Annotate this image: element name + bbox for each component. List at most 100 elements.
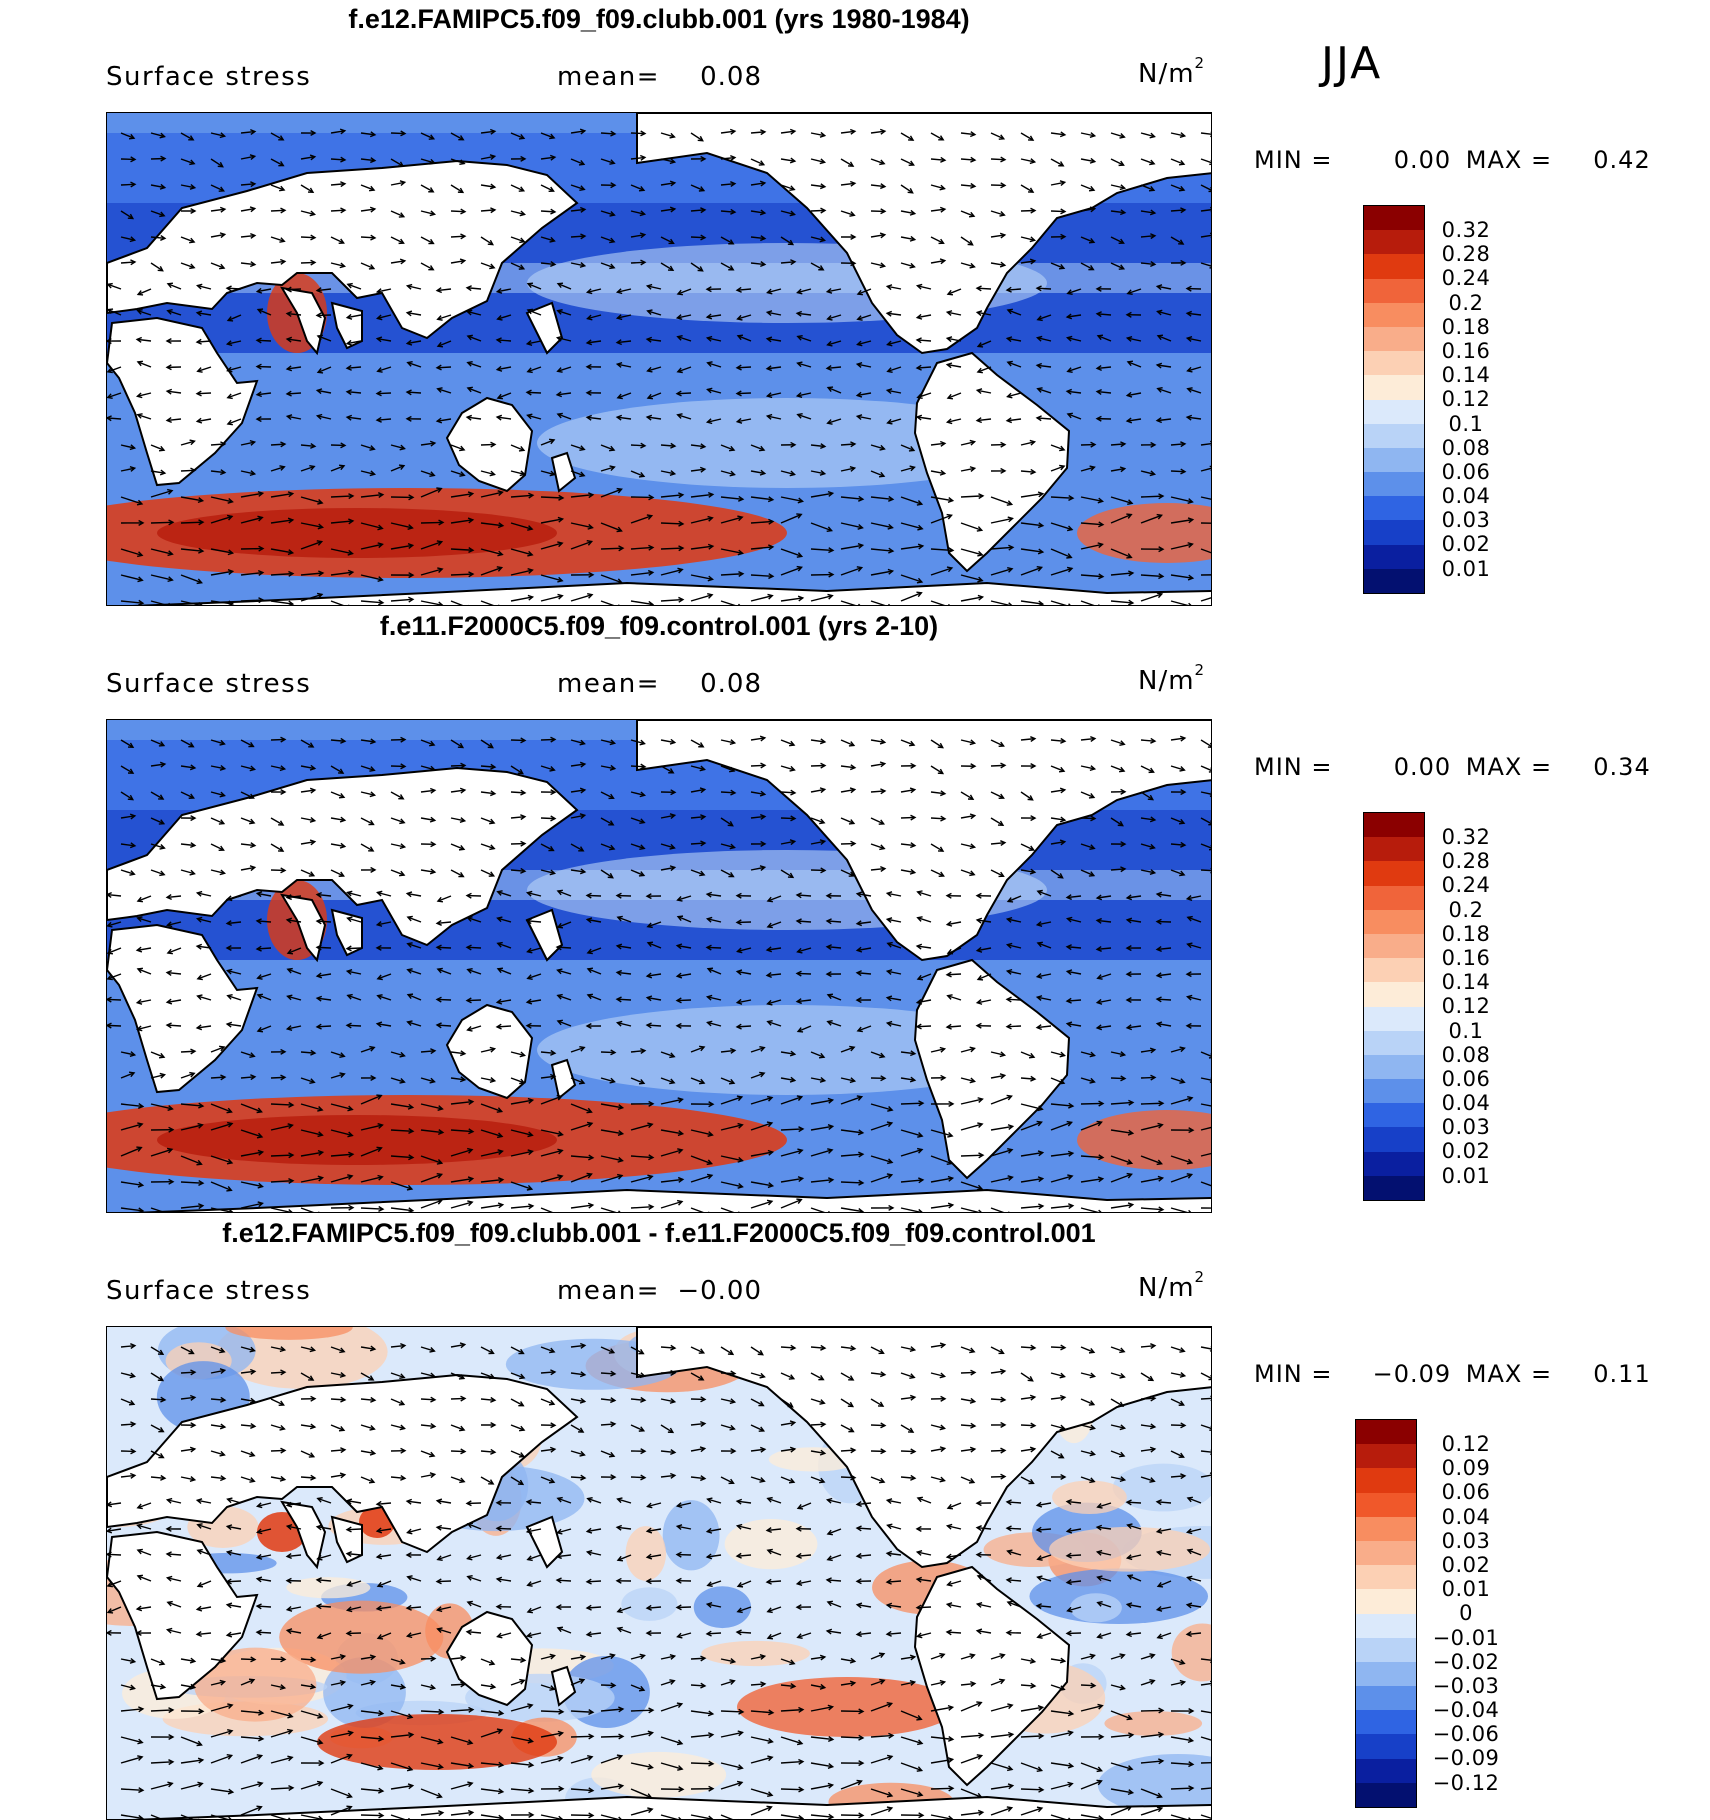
colorbar-label: 0.04 <box>1441 1504 1491 1529</box>
colorbar-swatch <box>1364 861 1424 886</box>
colorbar-labels: 0.32 0.28 0.24 0.2 0.18 0.16 0.14 0.12 0.1 0.08 0.… <box>1431 825 1501 1188</box>
units-label: N/m2 <box>1138 661 1206 696</box>
colorbar-swatch <box>1364 813 1424 838</box>
colorbar-swatch <box>1356 1589 1416 1614</box>
colorbar-label: 0.1 <box>1448 411 1484 436</box>
mean-label: mean= <box>557 669 661 699</box>
colorbar-swatch <box>1364 472 1424 497</box>
colorbar-label: 0.1 <box>1448 1018 1484 1043</box>
min-label: MIN = <box>1254 146 1333 174</box>
colorbar-swatch <box>1356 1516 1416 1541</box>
colorbar-label: 0.32 <box>1441 825 1491 849</box>
colorbar-label: 0.18 <box>1441 314 1491 339</box>
min-max-readout: MIN = 0.00 MAX = 0.42 <box>1254 146 1651 174</box>
colorbar-label: 0.24 <box>1441 266 1491 291</box>
colorbar-swatch <box>1356 1540 1416 1566</box>
min-max-readout: MIN = −0.09 MAX = 0.11 <box>1254 1360 1651 1388</box>
colorbar-label: −0.09 <box>1432 1746 1500 1771</box>
colorbar-label: 0.03 <box>1441 508 1491 533</box>
min-value: 0.00 <box>1393 146 1452 174</box>
colorbar-label: 0.06 <box>1441 459 1491 484</box>
colorbar-label: −0.03 <box>1432 1673 1500 1698</box>
colorbar-swatch <box>1364 278 1424 303</box>
colorbar-swatch <box>1356 1734 1416 1759</box>
colorbar-swatch <box>1364 520 1424 545</box>
max-value: 0.42 <box>1593 146 1651 174</box>
colorbar-label: −0.04 <box>1432 1698 1500 1723</box>
colorbar-swatch <box>1364 375 1424 400</box>
colorbar-labels: 0.12 0.09 0.06 0.04 0.03 0.02 0.01 0 −0.01 −0.02−… <box>1431 1432 1501 1795</box>
colorbar-swatch <box>1364 326 1424 352</box>
colorbar-label: −0.02 <box>1432 1649 1500 1674</box>
colorbar-label: 0.04 <box>1441 484 1491 509</box>
colorbar-label: −0.06 <box>1432 1722 1500 1747</box>
stress-map <box>106 112 1212 606</box>
variable-label: Surface stress <box>106 669 312 699</box>
panel-title: f.e11.F2000C5.f09_f09.control.001 (yrs 2… <box>379 611 939 641</box>
colorbar-swatch <box>1356 1565 1416 1590</box>
colorbar-swatch <box>1364 230 1424 255</box>
colorbar <box>1355 1419 1417 1808</box>
map-field <box>107 720 1211 1212</box>
colorbar-label: 0.16 <box>1441 945 1491 970</box>
variable-label: Surface stress <box>106 1276 312 1306</box>
colorbar-swatch <box>1364 1079 1424 1104</box>
colorbar-label: 0.06 <box>1441 1066 1491 1091</box>
variable-label: Surface stress <box>106 62 312 92</box>
colorbar-label: 0.08 <box>1441 1042 1491 1067</box>
colorbar-swatch <box>1364 1127 1424 1152</box>
stress-map <box>106 719 1212 1213</box>
colorbar-swatch <box>1356 1468 1416 1493</box>
colorbar-label: 0.01 <box>1441 1577 1491 1602</box>
max-value: 0.11 <box>1593 1360 1651 1388</box>
max-label: MAX = <box>1465 1360 1553 1388</box>
panel-title: f.e12.FAMIPC5.f09_f09.clubb.001 (yrs 198… <box>348 4 970 34</box>
colorbar-label: 0.08 <box>1441 435 1491 460</box>
colorbar-label: 0.01 <box>1441 556 1491 581</box>
colorbar-label: 0.14 <box>1441 363 1491 388</box>
colorbar-label: 0.03 <box>1441 1115 1491 1140</box>
colorbar-swatch <box>1364 1054 1424 1080</box>
colorbar-swatch <box>1364 1030 1424 1055</box>
colorbar-swatch <box>1356 1758 1416 1783</box>
colorbar-swatch <box>1364 302 1424 327</box>
mean-value: 0.08 <box>700 62 762 92</box>
colorbar-label: 0.03 <box>1441 1528 1491 1553</box>
colorbar-label: 0.09 <box>1441 1456 1491 1481</box>
colorbar-swatch <box>1364 447 1424 473</box>
mean-value: 0.08 <box>700 669 762 699</box>
colorbar-swatch <box>1364 982 1424 1007</box>
colorbar-label: −0.01 <box>1432 1625 1500 1650</box>
colorbar-label: 0.12 <box>1441 994 1491 1019</box>
colorbar-label: 0.28 <box>1441 242 1491 267</box>
colorbar-label: 0.2 <box>1448 897 1484 922</box>
colorbar-swatch <box>1364 423 1424 448</box>
colorbar-swatch <box>1364 1175 1424 1200</box>
colorbar-label: −0.12 <box>1432 1770 1500 1795</box>
colorbar-swatch <box>1364 206 1424 231</box>
panel-title: f.e12.FAMIPC5.f09_f09.clubb.001 - f.e11.… <box>222 1218 1096 1248</box>
units-label: N/m2 <box>1138 54 1206 89</box>
colorbar-swatch <box>1364 1151 1424 1176</box>
colorbar-label: 0.24 <box>1441 873 1491 898</box>
colorbar-swatch <box>1356 1613 1416 1638</box>
panel-clubb: f.e12.FAMIPC5.f09_f09.clubb.001 (yrs 198… <box>0 0 1710 606</box>
max-label: MAX = <box>1465 753 1553 781</box>
colorbar-label: 0.12 <box>1441 387 1491 412</box>
colorbar-swatch <box>1356 1444 1416 1469</box>
colorbar-label: 0.14 <box>1441 970 1491 995</box>
panel-control: f.e11.F2000C5.f09_f09.control.001 (yrs 2… <box>0 607 1710 1213</box>
colorbar-label: 0.12 <box>1441 1432 1491 1456</box>
mean-label: mean= <box>557 1276 661 1306</box>
colorbar-label: 0.18 <box>1441 921 1491 946</box>
map-field <box>107 113 1211 605</box>
colorbar <box>1363 205 1425 594</box>
colorbar-swatch <box>1364 351 1424 376</box>
colorbar-label: 0.04 <box>1441 1091 1491 1116</box>
colorbar-swatch <box>1364 254 1424 279</box>
map-field <box>107 1327 1211 1819</box>
colorbar-swatch <box>1356 1710 1416 1735</box>
colorbar-label: 0 <box>1459 1601 1473 1626</box>
season-label: JJA <box>1321 38 1383 89</box>
min-max-readout: MIN = 0.00 MAX = 0.34 <box>1254 753 1651 781</box>
